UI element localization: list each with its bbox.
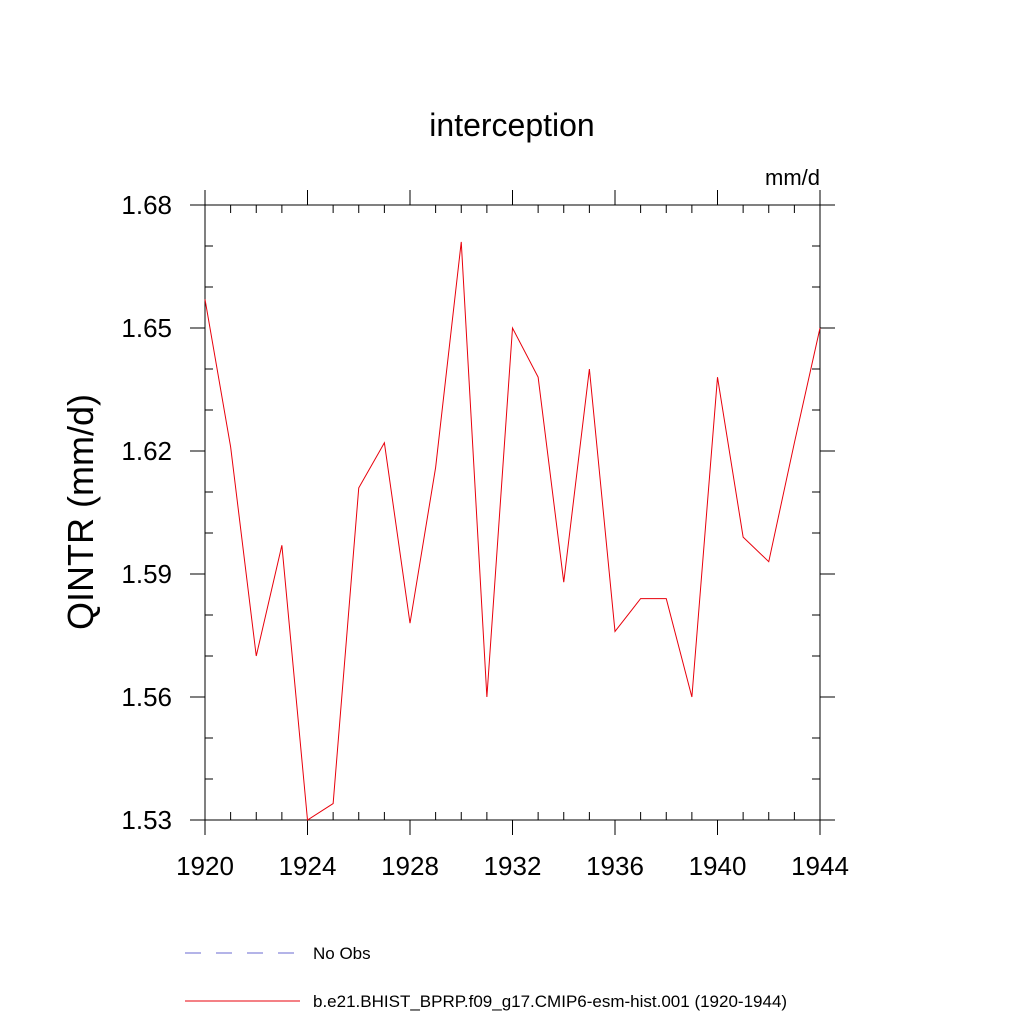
legend-label: b.e21.BHIST_BPRP.f09_g17.CMIP6-esm-hist.… — [313, 992, 787, 1011]
y-tick-label: 1.65 — [121, 313, 172, 343]
y-tick-label: 1.56 — [121, 682, 172, 712]
x-tick-label: 1936 — [586, 851, 644, 881]
y-tick-label: 1.68 — [121, 190, 172, 220]
y-axis-label: QINTR (mm/d) — [60, 394, 101, 630]
x-tick-label: 1920 — [176, 851, 234, 881]
x-tick-label: 1924 — [279, 851, 337, 881]
x-tick-label: 1944 — [791, 851, 849, 881]
chart-title: interception — [429, 107, 594, 143]
legend: No Obs b.e21.BHIST_BPRP.f09_g17.CMIP6-esm… — [185, 944, 787, 1011]
axis-ticks — [190, 190, 835, 835]
plot-frame — [204, 204, 821, 821]
x-tick-label: 1932 — [484, 851, 542, 881]
x-tick-label: 1940 — [689, 851, 747, 881]
y-tick-label: 1.59 — [121, 559, 172, 589]
y-tick-label: 1.62 — [121, 436, 172, 466]
y-tick-label: 1.53 — [121, 805, 172, 835]
series-layer — [204, 241, 821, 821]
series-line — [204, 241, 821, 821]
tick-labels: 1920 1924 1928 1932 1936 1940 1944 1.53 1.56 1.59… — [121, 190, 849, 881]
x-tick-label: 1928 — [381, 851, 439, 881]
units-label: mm/d — [765, 165, 820, 190]
legend-label: No Obs — [313, 944, 371, 963]
